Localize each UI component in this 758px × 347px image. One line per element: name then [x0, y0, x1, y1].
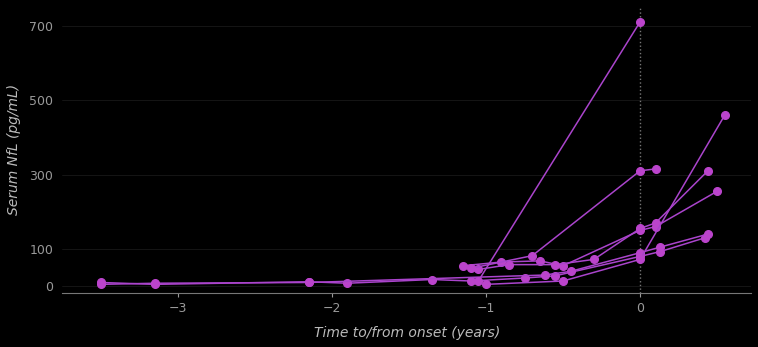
- X-axis label: Time to/from onset (years): Time to/from onset (years): [314, 326, 500, 340]
- Y-axis label: Serum NfL (pg/mL): Serum NfL (pg/mL): [7, 84, 21, 215]
